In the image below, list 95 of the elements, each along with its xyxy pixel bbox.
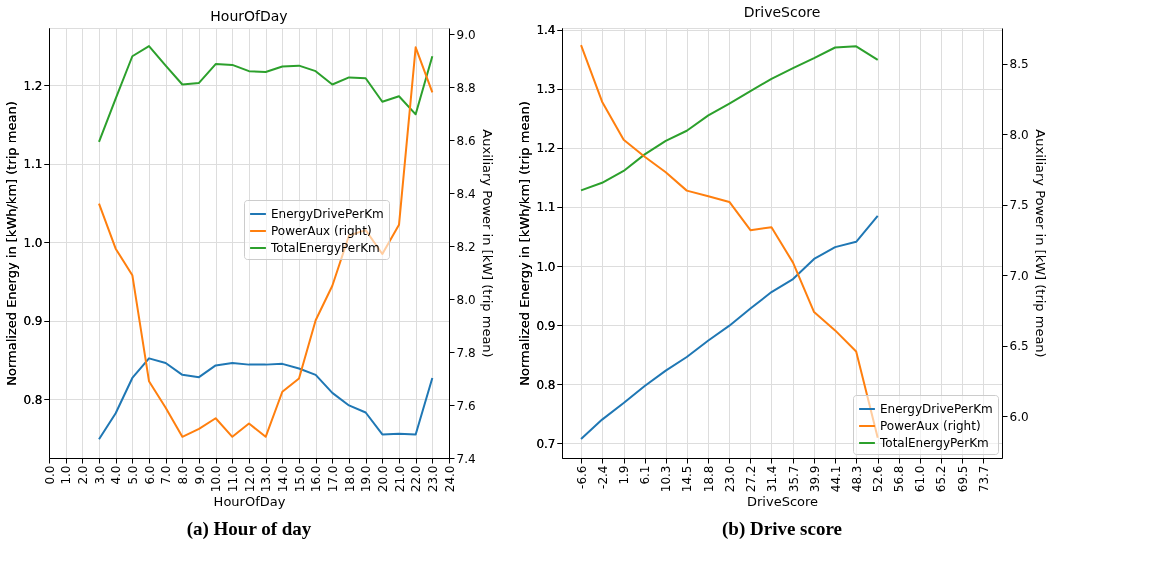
x-tick-label: -2.4 <box>595 465 610 489</box>
y2-tick-label: 7.0 <box>1009 268 1029 283</box>
x-tick-label: 14.0 <box>275 465 290 493</box>
x-tick-label: 23.0 <box>722 465 737 493</box>
y-tick-label: 1.0 <box>536 259 556 274</box>
y2-tick-label: 9.0 <box>456 27 476 42</box>
x-tick-label: 11.0 <box>225 465 240 493</box>
x-tick-label: 69.5 <box>955 465 970 493</box>
x-tick-label: 16.0 <box>309 465 324 493</box>
x-tick-label: 10.0 <box>209 465 224 493</box>
x-tick-label: 17.0 <box>325 465 340 493</box>
x-tick-label: 19.0 <box>359 465 374 493</box>
x-tick-label: -6.6 <box>574 465 589 489</box>
line-series <box>98 46 434 438</box>
x-tick-label: 13.0 <box>259 465 274 493</box>
y-tick-label: 1.3 <box>536 82 556 97</box>
y-tick-label: 1.1 <box>536 200 556 215</box>
y-tick-label: 1.2 <box>536 141 556 156</box>
x-tick-label: 1.9 <box>617 465 632 485</box>
x-tick-label: 9.0 <box>192 465 207 485</box>
y2-tick-label: 7.8 <box>456 345 476 360</box>
x-tick-label: 52.6 <box>871 465 886 493</box>
y2-tick-label: 8.8 <box>456 80 476 95</box>
y2-tick-label: 8.4 <box>456 186 476 201</box>
x-tick-label: 18.8 <box>701 465 716 493</box>
line-series <box>580 44 879 439</box>
x-tick-label: 24.0 <box>442 465 457 493</box>
legend-label: TotalEnergyPerKm <box>879 436 989 450</box>
x-tick-label: 65.2 <box>934 465 949 493</box>
y2-tick-label: 6.0 <box>1009 410 1029 424</box>
x-tick-label: 44.1 <box>828 465 843 493</box>
y2-tick-label: 8.0 <box>1009 127 1029 142</box>
chart-title: DriveScore <box>743 3 821 20</box>
y-tick-label: 1.2 <box>23 78 43 93</box>
x-tick-label: 6.1 <box>638 465 653 485</box>
line-series <box>98 45 434 143</box>
text: (a) Hour of day <box>186 518 312 540</box>
x-tick-label: 27.2 <box>743 465 758 493</box>
x-tick-label: 48.3 <box>849 465 864 493</box>
x-tick-label: 39.9 <box>807 465 822 493</box>
x-tick-label: 10.3 <box>659 465 674 493</box>
x-tick-label: 23.0 <box>425 465 440 493</box>
y-tick-label: 0.8 <box>23 392 43 407</box>
line-series <box>98 357 434 441</box>
y2-axis-title: Auxiliary Power in [kW] (trip mean) <box>479 129 495 358</box>
y-tick-label: 1.0 <box>23 235 43 250</box>
x-tick-label: 61.0 <box>913 465 928 493</box>
x-axis-title: DriveScore <box>746 494 819 510</box>
y2-tick-label: 7.5 <box>1009 198 1029 213</box>
x-tick-label: 15.0 <box>292 465 307 493</box>
y2-tick-label: 7.4 <box>456 451 476 466</box>
y-tick-label: 0.9 <box>536 318 556 333</box>
legend-label: EnergyDrivePerKm <box>271 207 384 221</box>
y2-tick-label: 6.5 <box>1009 339 1029 354</box>
y-axis-title: Normalized Energy in [kWh/km] (trip mean) <box>517 101 533 386</box>
x-tick-label: 22.0 <box>409 465 424 493</box>
y-tick-label: 0.8 <box>536 377 556 392</box>
x-tick-label: 5.0 <box>125 465 140 485</box>
x-tick-label: 6.0 <box>142 465 157 485</box>
y2-tick-label: 7.6 <box>456 398 476 413</box>
x-tick-label: 1.0 <box>59 465 74 485</box>
x-axis-title: HourOfDay <box>213 494 286 510</box>
y-tick-label: 0.9 <box>23 314 43 329</box>
x-tick-label: 18.0 <box>342 465 357 493</box>
x-tick-label: 20.0 <box>375 465 390 493</box>
x-tick-label: 14.5 <box>680 465 695 493</box>
y2-axis-title: Auxiliary Power in [kW] (trip mean) <box>1032 129 1048 358</box>
x-tick-label: 31.4 <box>764 465 779 493</box>
legend-label: PowerAux (right) <box>271 224 372 238</box>
y2-tick-label: 8.6 <box>456 133 476 148</box>
y-tick-label: 1.1 <box>23 157 43 172</box>
y2-tick-label: 8.5 <box>1009 57 1029 72</box>
x-tick-label: 35.7 <box>786 465 801 493</box>
x-tick-label: 2.0 <box>75 465 90 485</box>
x-tick-label: 56.8 <box>892 465 907 493</box>
legend-label: PowerAux (right) <box>880 419 981 433</box>
x-tick-label: 3.0 <box>92 465 107 485</box>
x-tick-label: 12.0 <box>242 465 257 493</box>
legend-label: EnergyDrivePerKm <box>880 402 993 416</box>
chart-title: HourOfDay <box>210 8 288 24</box>
line-series <box>580 214 879 441</box>
text: (b) Drive score <box>722 518 842 540</box>
x-tick-label: 8.0 <box>175 465 190 485</box>
y-axis-title: Normalized Energy in [kWh/km] (trip mean) <box>4 101 20 386</box>
y2-tick-label: 8.2 <box>456 239 476 254</box>
x-tick-label: 7.0 <box>159 465 174 485</box>
y2-tick-label: 8.0 <box>456 292 476 307</box>
x-tick-label: 21.0 <box>392 465 407 493</box>
x-tick-label: 4.0 <box>109 465 124 485</box>
y-tick-label: 0.7 <box>536 436 556 451</box>
x-tick-label: 0.0 <box>42 465 57 485</box>
y-tick-label: 1.4 <box>536 23 556 38</box>
line-series <box>580 45 879 192</box>
x-tick-label: 73.7 <box>976 465 991 493</box>
legend-label: TotalEnergyPerKm <box>270 241 380 255</box>
